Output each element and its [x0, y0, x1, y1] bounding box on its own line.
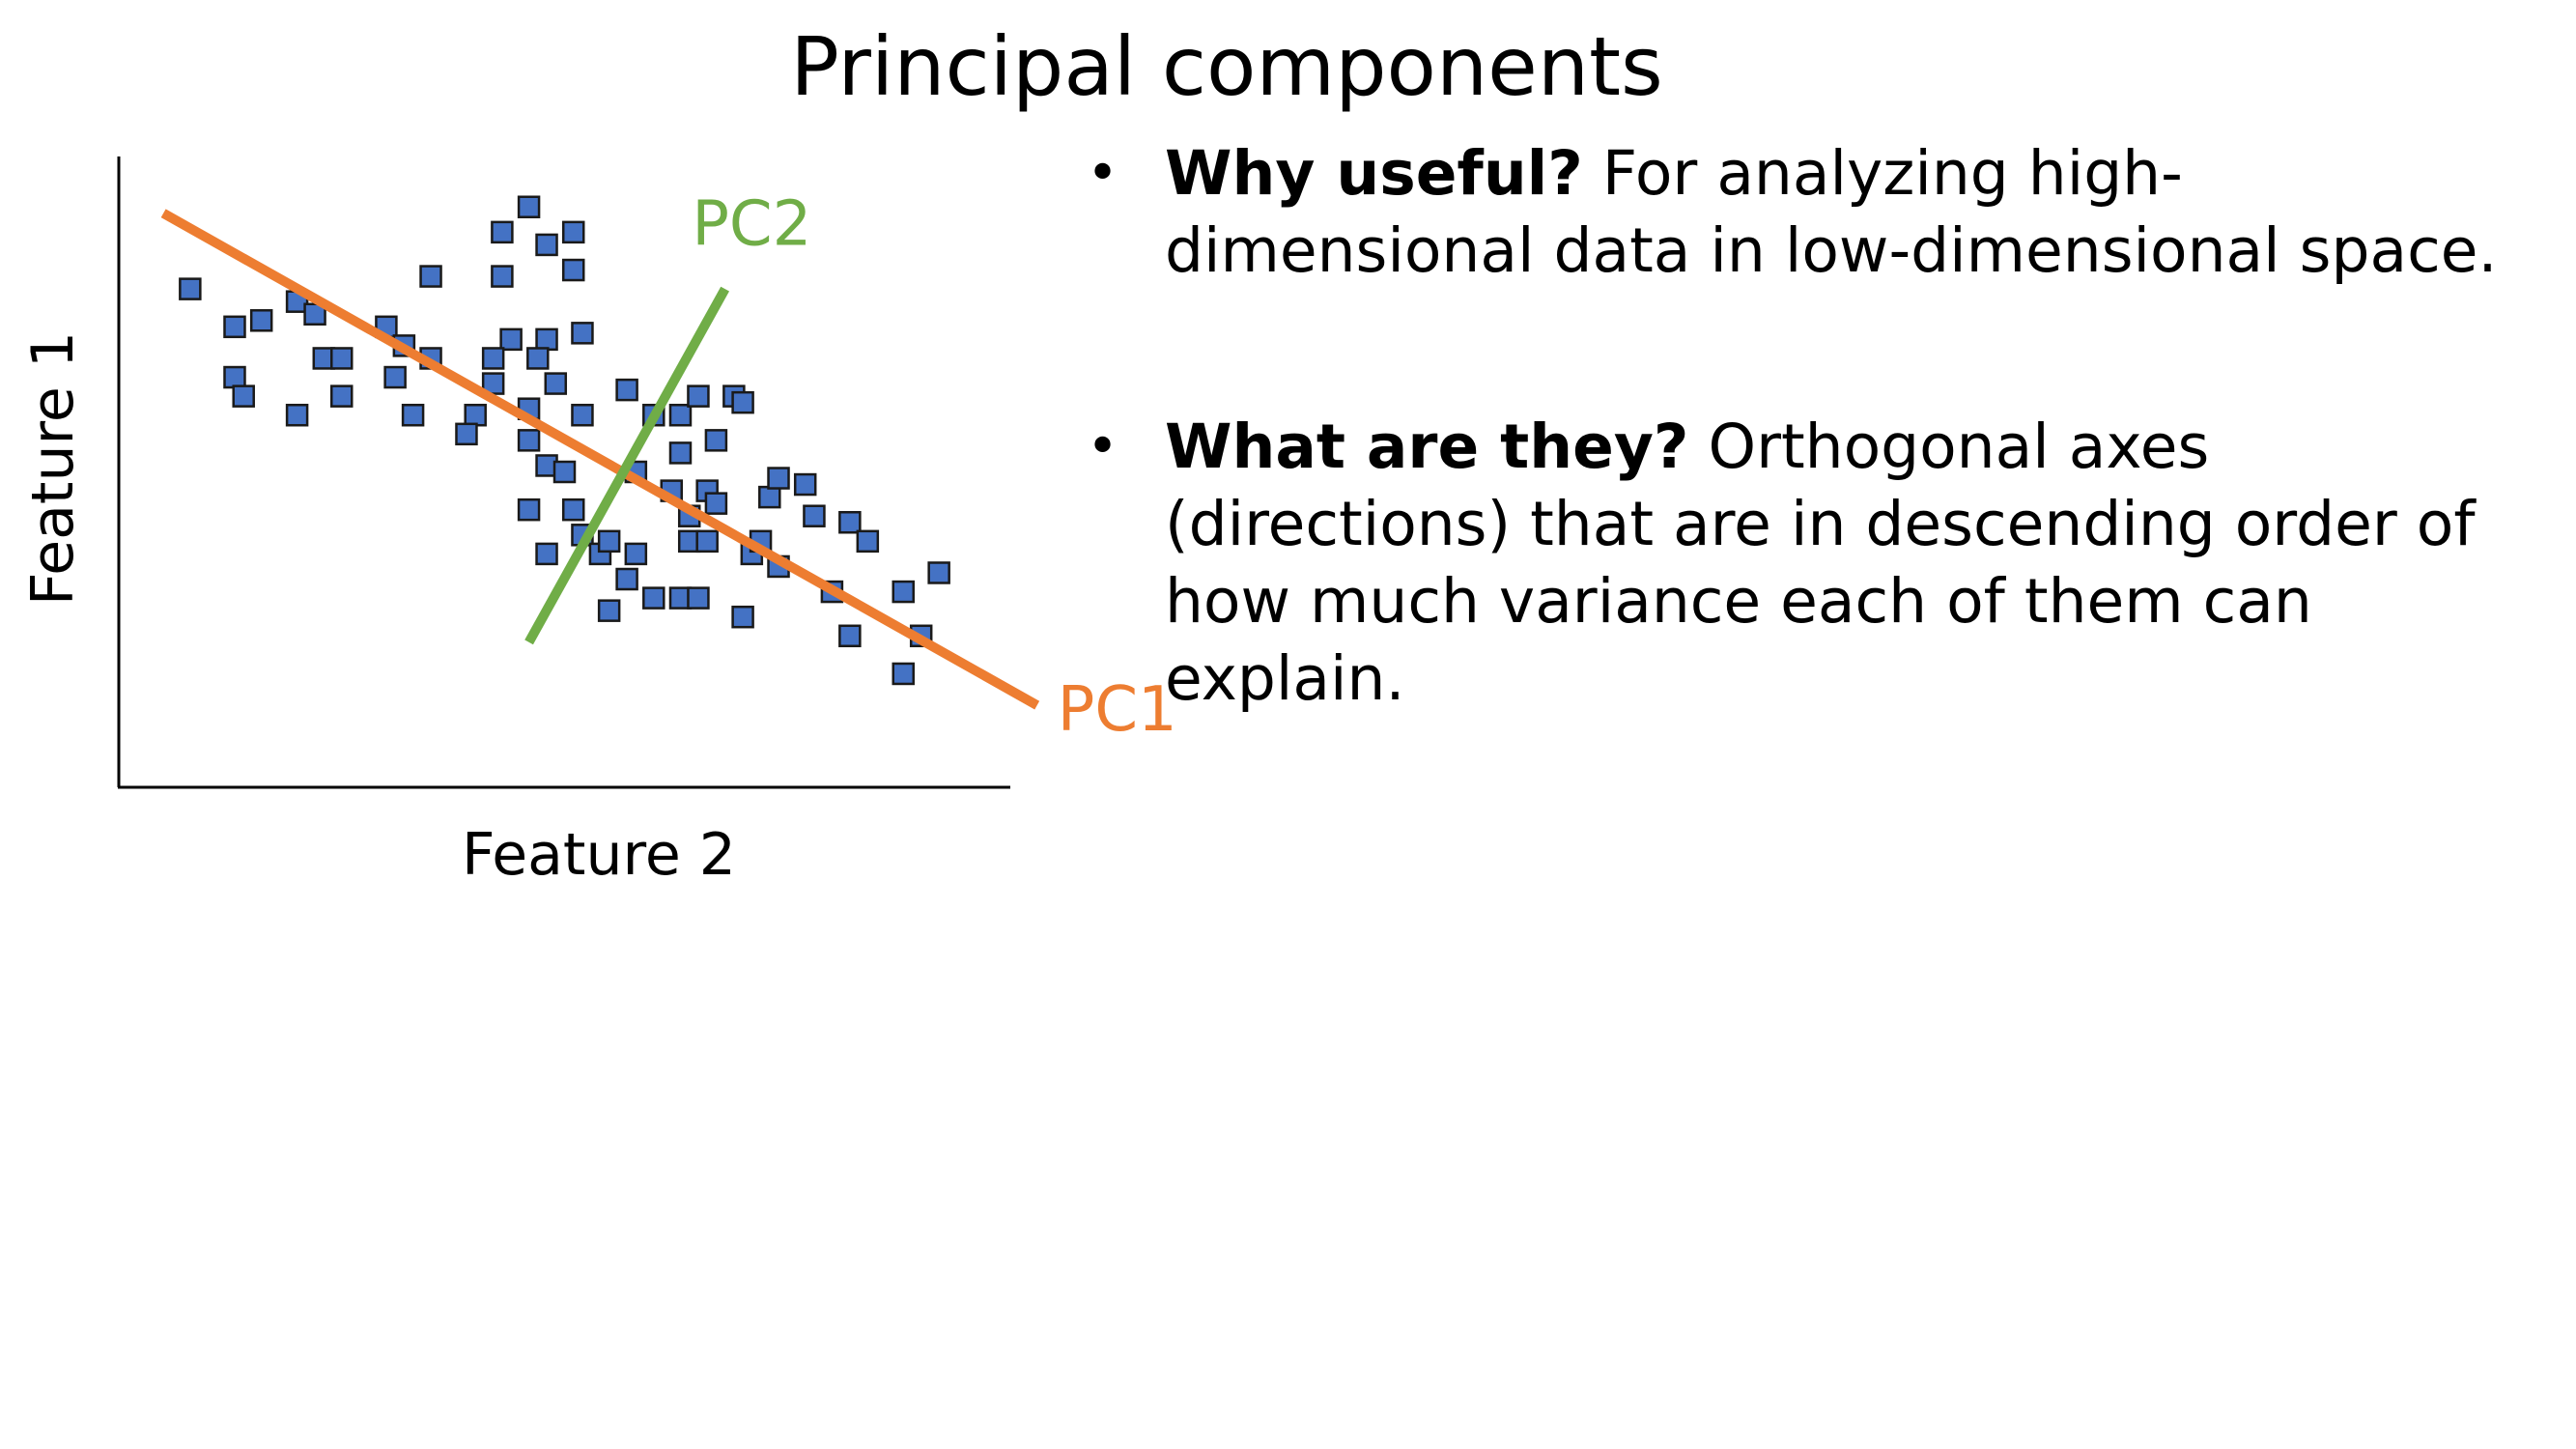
data-point	[232, 384, 255, 408]
data-point	[838, 510, 862, 534]
data-point	[561, 220, 585, 244]
bullet-what-are-they: • What are they? Orthogonal axes (direct…	[1082, 409, 2531, 718]
bullet-heading: What are they?	[1165, 412, 1689, 482]
data-point	[668, 441, 693, 465]
data-point	[642, 586, 665, 610]
bullet-why-useful: • Why useful? For analyzing high-dimensi…	[1082, 135, 2531, 290]
data-point	[731, 605, 754, 629]
data-point	[535, 542, 558, 566]
slide-title: Principal components	[790, 19, 1663, 114]
data-point	[481, 347, 505, 370]
bullet-heading: Why useful?	[1165, 138, 1583, 209]
bullet-text: For analyzing high-dimensional data in l…	[1165, 138, 2498, 286]
data-point	[687, 384, 710, 408]
data-point	[535, 327, 558, 352]
data-point	[668, 403, 693, 427]
data-point	[544, 372, 568, 395]
data-point	[571, 403, 594, 427]
data-point	[517, 429, 541, 452]
data-point	[517, 195, 541, 218]
data-point	[249, 309, 273, 332]
bullet-marker: •	[1087, 415, 1119, 478]
data-point	[892, 580, 915, 604]
data-point	[758, 485, 781, 509]
data-point	[330, 347, 354, 370]
data-point	[803, 504, 826, 527]
data-point	[561, 497, 585, 522]
data-point	[731, 390, 754, 414]
data-point	[892, 662, 915, 686]
data-point	[285, 403, 309, 427]
data-point	[615, 378, 638, 402]
data-point	[491, 220, 514, 244]
data-point	[793, 472, 817, 497]
data-point	[571, 322, 594, 345]
data-point	[499, 327, 523, 352]
data-point	[597, 599, 621, 622]
data-point	[330, 384, 354, 408]
data-point	[767, 467, 790, 490]
data-point	[704, 492, 728, 515]
data-point	[401, 403, 425, 427]
bullet-list: • Why useful? For analyzing high-dimensi…	[1082, 135, 2531, 837]
data-point	[491, 265, 514, 288]
data-point	[223, 315, 246, 339]
data-point	[687, 586, 710, 610]
data-point	[624, 542, 648, 566]
data-point	[464, 403, 487, 427]
data-point	[383, 365, 407, 389]
data-point	[597, 529, 621, 554]
data-points	[179, 195, 950, 686]
data-point	[561, 258, 585, 282]
data-point	[517, 497, 541, 522]
data-point	[419, 265, 442, 288]
data-point	[455, 422, 478, 446]
y-axis-label: Feature 1	[19, 331, 87, 606]
bullet-marker: •	[1087, 142, 1119, 205]
data-point	[838, 624, 862, 648]
pc1-label: PC1	[1058, 674, 1177, 746]
bullet-text: Orthogonal axes (directions) that are in…	[1165, 412, 2476, 714]
data-point	[927, 561, 950, 584]
data-point	[552, 460, 577, 484]
pc1-line	[160, 209, 1040, 710]
data-point	[704, 429, 728, 452]
data-point	[223, 365, 246, 389]
pc2-label: PC2	[692, 188, 811, 260]
data-point	[535, 233, 558, 257]
data-point	[615, 567, 638, 591]
data-point	[695, 529, 719, 554]
x-axis-label: Feature 2	[462, 821, 736, 889]
data-point	[526, 347, 550, 370]
data-point	[179, 277, 202, 300]
plot-axes	[117, 156, 1010, 789]
pc2-line	[524, 286, 730, 645]
data-point	[856, 529, 880, 554]
